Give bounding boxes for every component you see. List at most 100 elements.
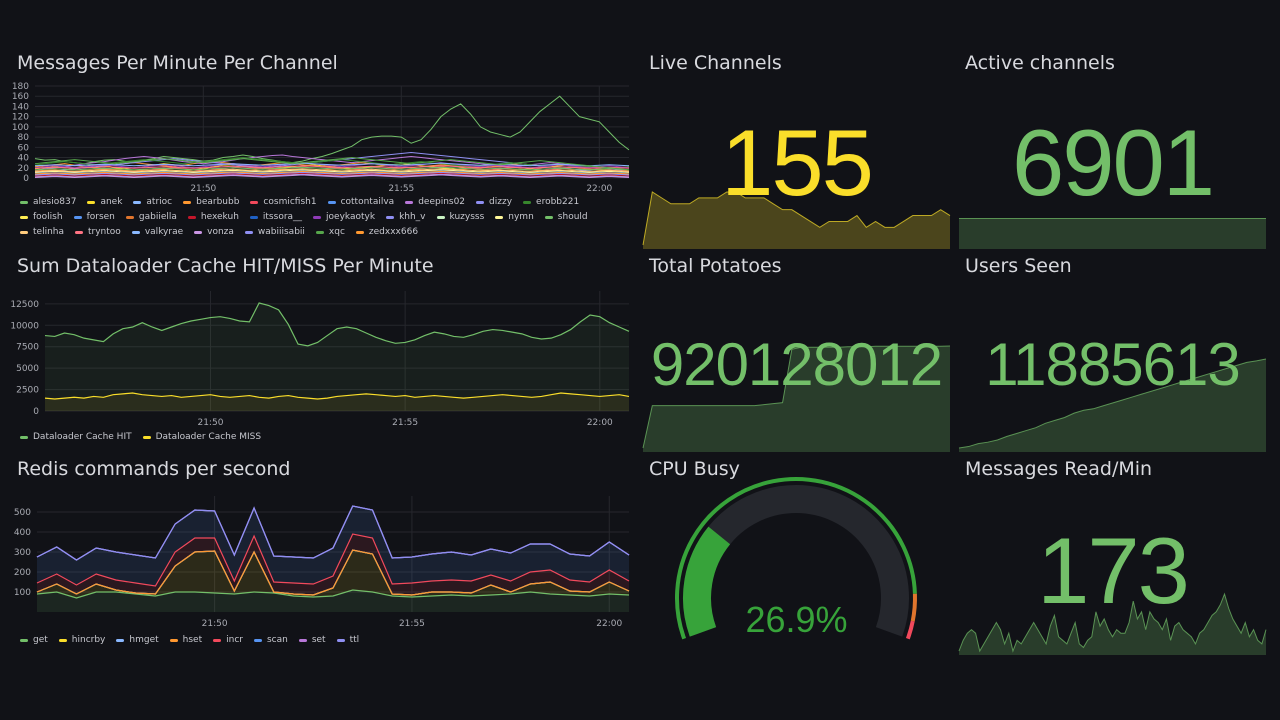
y-tick-label: 500	[14, 508, 31, 518]
legend-label: bearbubb	[196, 197, 240, 207]
legend-label: cottontailva	[340, 197, 395, 207]
legend-item[interactable]: zedxxx666	[355, 227, 418, 237]
legend-item[interactable]: nymn	[495, 212, 534, 222]
x-tick-label: 21:50	[190, 184, 216, 194]
sparkline-line	[958, 592, 1267, 653]
legend-label: incr	[226, 635, 243, 645]
legend-item[interactable]: ttl	[336, 635, 359, 645]
legend-item[interactable]: itssora__	[249, 212, 302, 222]
legend-item[interactable]: atrioc	[133, 197, 172, 207]
legend-label: erobb221	[536, 197, 580, 207]
legend-label: valkyrae	[144, 227, 184, 237]
legend-swatch	[253, 638, 262, 642]
panel-title[interactable]: Total Potatoes	[649, 255, 782, 277]
users-seen-value: 11885613	[985, 331, 1241, 398]
legend-item[interactable]: forsen	[73, 212, 115, 222]
legend-item[interactable]: should	[544, 212, 588, 222]
legend-label: telinha	[33, 227, 64, 237]
legend-item[interactable]: cottontailva	[327, 197, 395, 207]
legend-item[interactable]: hset	[169, 635, 202, 645]
legend-item[interactable]: vonza	[194, 227, 234, 237]
legend-item[interactable]: kuzysss	[436, 212, 484, 222]
legend-item[interactable]: Dataloader Cache MISS	[142, 432, 262, 442]
series-line	[34, 172, 630, 177]
y-tick-label: 12500	[10, 300, 39, 310]
legend-item[interactable]: foolish	[20, 212, 63, 222]
series-line	[36, 533, 630, 587]
legend-label: scan	[266, 635, 288, 645]
panel-title[interactable]: Messages Per Minute Per Channel	[17, 52, 338, 74]
live-channels-panel: Live Channels 155	[642, 52, 951, 249]
legend-item[interactable]: deepins02	[405, 197, 465, 207]
panel-title[interactable]: Messages Read/Min	[965, 458, 1153, 480]
legend-item[interactable]: anek	[87, 197, 122, 207]
messages-read-panel: Messages Read/Min 173	[958, 458, 1267, 655]
x-tick-label: 22:00	[586, 184, 612, 194]
legend-item[interactable]: wabiiisabii	[244, 227, 305, 237]
total-potatoes-sparkline	[642, 345, 951, 452]
panel-title[interactable]: Active channels	[965, 52, 1115, 74]
legend-item[interactable]: valkyrae	[131, 227, 184, 237]
panel-title[interactable]: Live Channels	[649, 52, 782, 74]
legend-item[interactable]: incr	[213, 635, 243, 645]
active-channels-value: 6901	[1011, 110, 1215, 215]
redis-chart[interactable]: 100 200 300 400 500 21:50 21:55 22:00	[14, 496, 630, 632]
legend-swatch	[244, 230, 253, 234]
legend-label: deepins02	[418, 197, 466, 207]
dataloader-chart[interactable]: 0 2500 5000 7500 10000 12500 21:50 21:55 22:00	[10, 291, 630, 431]
legend-item[interactable]: joeykaotyk	[313, 212, 375, 222]
legend-item[interactable]: hincrby	[58, 635, 105, 645]
series-line	[36, 549, 630, 596]
legend-swatch	[20, 435, 28, 439]
legend-label: khh_v	[399, 212, 426, 222]
y-tick-label: 2500	[16, 386, 39, 396]
legend-item[interactable]: alesio837	[20, 197, 76, 207]
y-tick-label: 400	[14, 528, 31, 538]
legend-item[interactable]: Dataloader Cache HIT	[20, 432, 132, 442]
users-seen-sparkline	[958, 358, 1267, 452]
legend-swatch	[169, 638, 178, 642]
series-area	[45, 393, 629, 411]
legend-swatch	[58, 638, 67, 642]
legend-item[interactable]: telinha	[20, 227, 64, 237]
y-tick-label: 60	[18, 143, 30, 153]
series-line	[34, 169, 630, 173]
legend-item[interactable]: xqc	[315, 227, 345, 237]
legend-label: dizzy	[489, 197, 513, 207]
legend-swatch	[386, 215, 395, 219]
legend-item[interactable]: hmget	[116, 635, 159, 645]
legend-swatch	[20, 200, 28, 204]
series-line	[34, 171, 630, 175]
legend-item[interactable]: get	[20, 635, 48, 645]
panel-title[interactable]: Users Seen	[965, 255, 1072, 277]
legend-item[interactable]: tryntoo	[75, 227, 121, 237]
gauge-threshold-crit	[905, 620, 915, 640]
panel-title[interactable]: Redis commands per second	[17, 458, 291, 480]
legend-item[interactable]: bearbubb	[183, 197, 239, 207]
series-line	[34, 162, 630, 167]
legend-item[interactable]: dizzy	[476, 197, 512, 207]
legend-item[interactable]: hexekuh	[187, 212, 239, 222]
legend-item[interactable]: set	[298, 635, 326, 645]
dataloader-panel: Sum Dataloader Cache HIT/MISS Per Minute…	[10, 255, 632, 450]
legend-label: Dataloader Cache MISS	[155, 432, 262, 442]
y-tick-label: 120	[12, 113, 29, 123]
legend-item[interactable]: khh_v	[386, 212, 426, 222]
legend-label: anek	[100, 197, 123, 207]
legend-swatch	[495, 215, 504, 219]
total-potatoes-panel: Total Potatoes 920128012	[642, 255, 951, 452]
sparkline-line	[642, 345, 951, 449]
panel-title[interactable]: Sum Dataloader Cache HIT/MISS Per Minute	[17, 255, 434, 277]
legend-swatch	[194, 230, 203, 234]
legend-swatch	[116, 638, 125, 642]
y-tick-label: 0	[23, 174, 29, 184]
legend-swatch	[313, 215, 322, 219]
legend-item[interactable]: erobb221	[523, 197, 579, 207]
legend-label: should	[557, 212, 588, 222]
panel-title[interactable]: CPU Busy	[649, 458, 740, 480]
legend-item[interactable]: scan	[253, 635, 288, 645]
legend-item[interactable]: gabiiella	[125, 212, 177, 222]
legend-item[interactable]: cosmicfish1	[250, 197, 317, 207]
chart-legend: get hincrby hmget hset incr scan set ttl	[20, 635, 630, 645]
